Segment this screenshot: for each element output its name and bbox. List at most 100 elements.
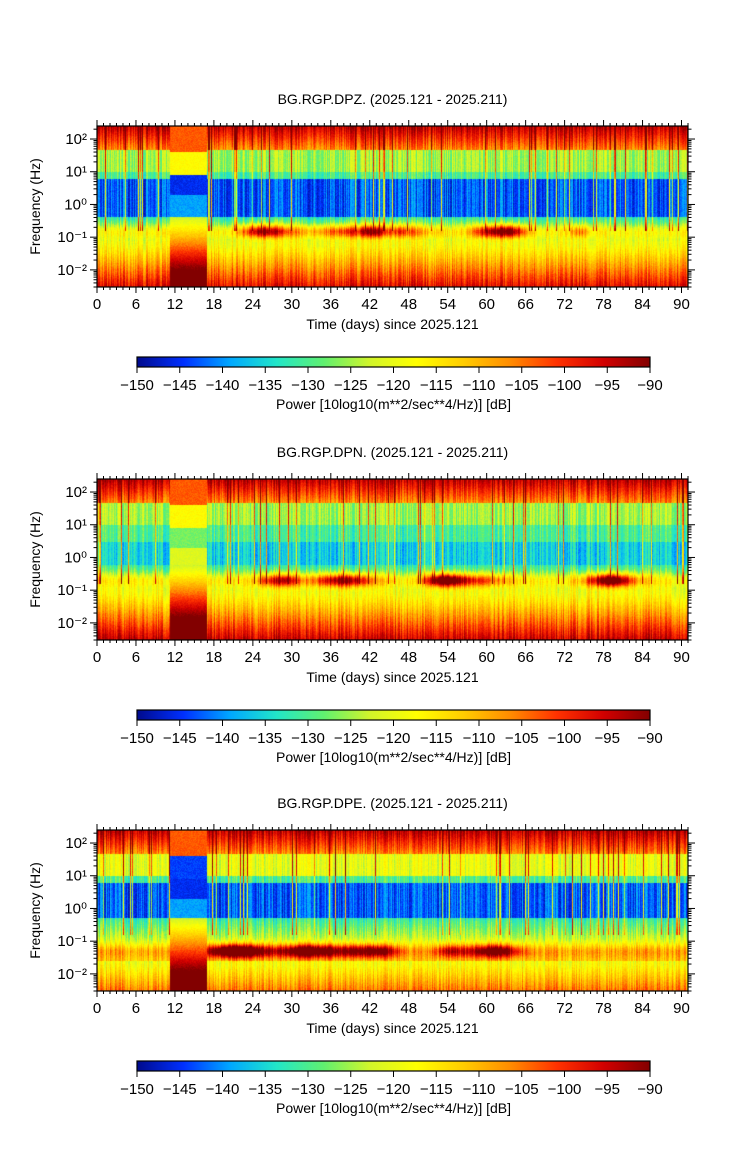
plot-frame	[96, 829, 689, 992]
x-tick-label: 0	[93, 1000, 101, 1017]
colorbar-tick-label: −105	[505, 1081, 539, 1098]
spectrogram-image	[97, 830, 688, 991]
x-tick-label: 90	[673, 1000, 690, 1017]
y-tick-label: 10⁻²	[57, 615, 87, 632]
colorbar-tick-label: −140	[206, 377, 240, 394]
colorbar-tick-label: −150	[120, 1081, 154, 1098]
colorbar-label: Power [10log10(m**2/sec**4/Hz)] [dB]	[276, 1100, 511, 1116]
x-tick-label: 12	[167, 1000, 184, 1017]
colorbar-label: Power [10log10(m**2/sec**4/Hz)] [dB]	[276, 396, 511, 412]
spectrogram-panel-3: BG.RGP.DPE. (2025.121 - 2025.211) 0 6 12 18 2…	[27, 795, 695, 1116]
colorbar-tick-label: −140	[206, 1081, 240, 1098]
colorbar-tick-label: −120	[377, 730, 411, 747]
x-tick-label: 54	[439, 1000, 456, 1017]
x-tick-label: 42	[361, 296, 378, 313]
x-tick-label: 60	[478, 649, 495, 666]
colorbar-tick-label: −120	[377, 1081, 411, 1098]
colorbar-tick-label: −110	[463, 730, 496, 747]
colorbar-tick-label: −90	[637, 1081, 662, 1098]
y-tick-label: 10¹	[65, 517, 87, 534]
x-tick-label: 84	[634, 296, 651, 313]
spectrogram-panel-2: BG.RGP.DPN. (2025.121 - 2025.211) 0 6 12 18 2…	[27, 444, 695, 765]
x-tick-label: 18	[206, 296, 223, 313]
y-axis-label: Frequency (Hz)	[27, 862, 43, 958]
plot-frame	[96, 125, 689, 288]
y-tick-label: 10⁻¹	[57, 933, 87, 950]
y-axis-label: Frequency (Hz)	[27, 158, 43, 254]
colorbar-tick-label: −100	[548, 1081, 582, 1098]
plot-frame	[96, 478, 689, 641]
x-tick-label: 30	[283, 649, 300, 666]
x-tick-label: 6	[132, 649, 140, 666]
colorbar-tick-label: −90	[637, 730, 662, 747]
x-tick-label: 66	[517, 1000, 534, 1017]
x-tick-label: 0	[93, 296, 101, 313]
x-tick-label: 6	[132, 1000, 140, 1017]
x-tick-label: 42	[361, 649, 378, 666]
colorbar	[136, 1060, 651, 1072]
x-tick-label: 72	[556, 1000, 573, 1017]
colorbar-tick-label: −115	[420, 377, 453, 394]
x-tick-label: 60	[478, 1000, 495, 1017]
x-tick-label: 42	[361, 1000, 378, 1017]
x-tick-label: 72	[556, 649, 573, 666]
colorbar-tick-label: −125	[334, 730, 368, 747]
colorbar-tick-label: −95	[595, 377, 620, 394]
x-tick-label: 54	[439, 296, 456, 313]
colorbar-tick-label: −145	[163, 377, 197, 394]
y-tick-label: 10¹	[65, 164, 87, 181]
y-tick-label: 10²	[65, 131, 87, 148]
x-tick-label: 60	[478, 296, 495, 313]
spectrogram-image	[97, 126, 688, 287]
colorbar-tick-label: −140	[206, 730, 240, 747]
y-tick-label: 10⁰	[64, 900, 87, 917]
chart-title: BG.RGP.DPE. (2025.121 - 2025.211)	[277, 795, 508, 811]
colorbar-tick-label: −105	[505, 730, 539, 747]
x-tick-label: 24	[245, 1000, 262, 1017]
x-tick-label: 18	[206, 649, 223, 666]
colorbar-tick-label: −120	[377, 377, 411, 394]
colorbar-tick-label: −145	[163, 1081, 197, 1098]
x-axis-label: Time (days) since 2025.121	[306, 316, 478, 332]
x-tick-label: 48	[400, 649, 417, 666]
x-tick-label: 78	[595, 1000, 612, 1017]
colorbar-tick-label: −135	[248, 377, 282, 394]
colorbar-tick-label: −110	[463, 377, 496, 394]
colorbar	[136, 356, 651, 368]
colorbar-tick-label: −135	[248, 730, 282, 747]
colorbar-tick-label: −125	[334, 1081, 368, 1098]
x-tick-label: 6	[132, 296, 140, 313]
y-tick-label: 10²	[65, 835, 87, 852]
colorbar-tick-label: −95	[595, 730, 620, 747]
x-axis-label: Time (days) since 2025.121	[306, 1020, 478, 1036]
y-tick-label: 10⁰	[64, 549, 87, 566]
y-tick-label: 10⁻²	[57, 966, 87, 983]
colorbar-tick-label: −150	[120, 730, 154, 747]
spectrogram-image	[97, 479, 688, 640]
x-tick-label: 18	[206, 1000, 223, 1017]
x-tick-label: 84	[634, 649, 651, 666]
colorbar-tick-label: −100	[548, 730, 582, 747]
x-tick-label: 84	[634, 1000, 651, 1017]
chart-title: BG.RGP.DPN. (2025.121 - 2025.211)	[277, 444, 508, 460]
y-tick-label: 10⁻¹	[57, 229, 87, 246]
x-tick-label: 30	[283, 296, 300, 313]
x-axis-label: Time (days) since 2025.121	[306, 669, 478, 685]
colorbar-tick-label: −145	[163, 730, 197, 747]
x-tick-label: 12	[167, 649, 184, 666]
colorbar-tick-label: −130	[291, 377, 325, 394]
x-tick-label: 48	[400, 1000, 417, 1017]
colorbar-tick-label: −100	[548, 377, 582, 394]
colorbar-tick-label: −150	[120, 377, 154, 394]
colorbar-tick-label: −115	[420, 730, 453, 747]
colorbar-tick-label: −135	[248, 1081, 282, 1098]
colorbar-label: Power [10log10(m**2/sec**4/Hz)] [dB]	[276, 749, 511, 765]
y-tick-label: 10²	[65, 484, 87, 501]
x-tick-label: 30	[283, 1000, 300, 1017]
colorbar-tick-label: −90	[637, 377, 662, 394]
colorbar-tick-label: −105	[505, 377, 539, 394]
y-axis-label: Frequency (Hz)	[27, 511, 43, 607]
x-tick-label: 24	[245, 296, 262, 313]
